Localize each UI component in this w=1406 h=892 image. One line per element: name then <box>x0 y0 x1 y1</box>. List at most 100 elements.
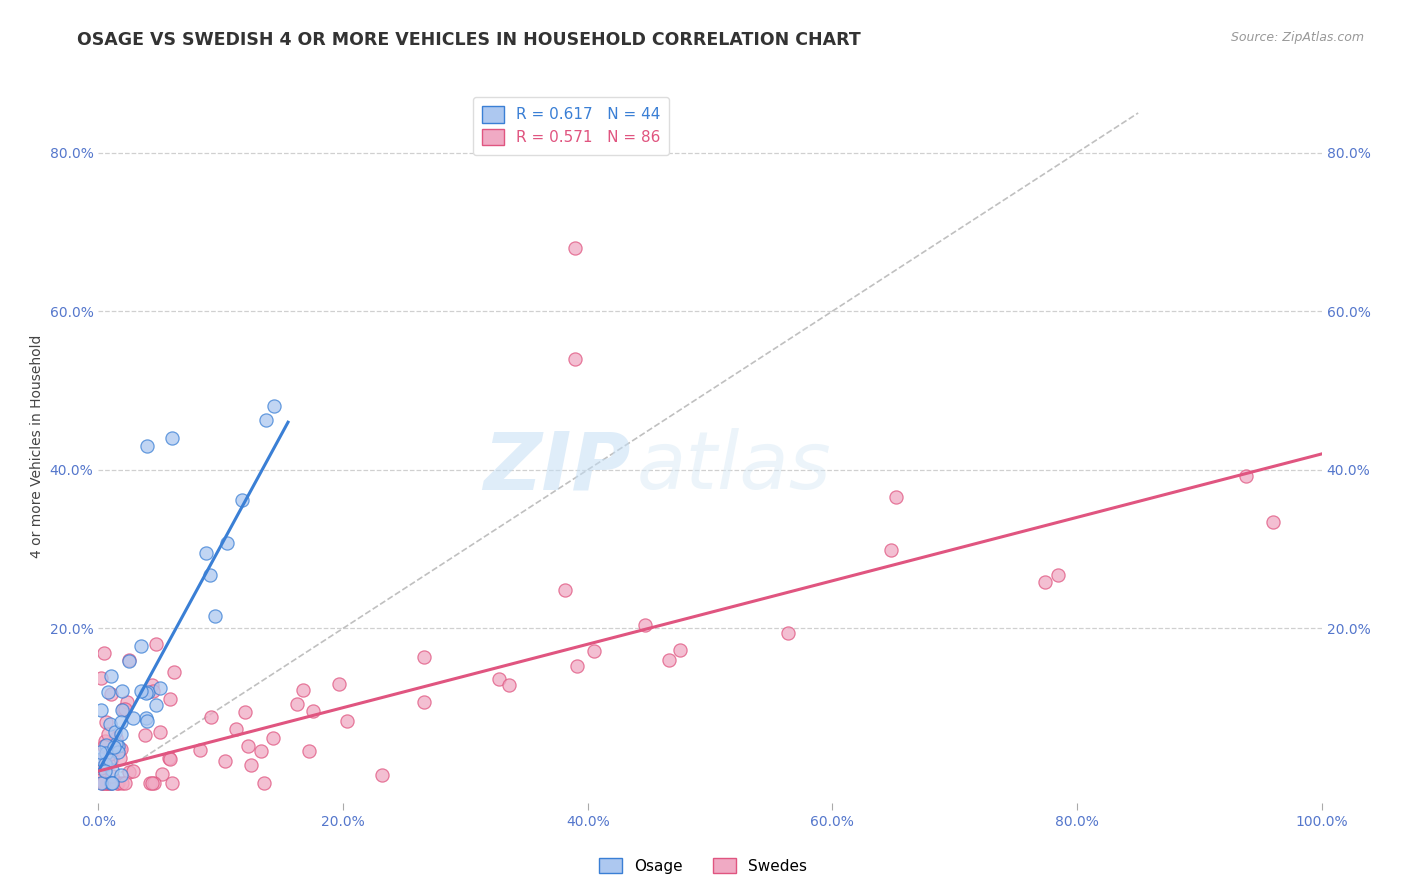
Point <box>110 776 132 790</box>
Point <box>194 546 217 560</box>
Point <box>91 776 114 790</box>
Point <box>129 683 152 698</box>
Point <box>217 536 239 550</box>
Point <box>554 582 576 597</box>
Point <box>110 768 132 782</box>
Point <box>1263 516 1285 530</box>
Point <box>100 776 122 790</box>
Point <box>105 731 128 745</box>
Point <box>200 710 222 724</box>
Point <box>117 765 139 780</box>
Point <box>100 747 122 762</box>
Point <box>94 739 117 753</box>
Point <box>90 761 112 775</box>
Point <box>115 695 138 709</box>
Point <box>91 776 114 790</box>
Point <box>90 751 112 765</box>
Point <box>564 241 586 255</box>
Point <box>122 711 145 725</box>
Point <box>292 683 315 698</box>
Point <box>114 702 136 716</box>
Point <box>94 734 117 748</box>
Point <box>254 412 277 426</box>
Point <box>138 685 160 699</box>
Point <box>200 568 222 582</box>
Point <box>93 647 115 661</box>
Point <box>141 776 163 790</box>
Point <box>101 763 124 777</box>
Point <box>118 653 141 667</box>
Point <box>94 714 117 729</box>
Point <box>97 726 120 740</box>
Point <box>214 754 236 768</box>
Point <box>138 776 160 790</box>
Point <box>778 625 800 640</box>
Point <box>236 739 259 753</box>
Point <box>121 764 143 778</box>
Point <box>93 739 115 753</box>
Point <box>135 686 157 700</box>
Point <box>239 758 262 772</box>
Point <box>105 737 128 751</box>
Point <box>253 776 276 790</box>
Point <box>412 695 434 709</box>
Point <box>110 742 132 756</box>
Point <box>298 744 321 758</box>
Text: ZIP: ZIP <box>484 428 630 507</box>
Point <box>142 683 165 698</box>
Y-axis label: 4 or more Vehicles in Household: 4 or more Vehicles in Household <box>30 334 44 558</box>
Point <box>110 715 132 730</box>
Point <box>108 750 131 764</box>
Point <box>285 697 308 711</box>
Point <box>93 748 115 763</box>
Point <box>141 678 163 692</box>
Point <box>103 739 125 754</box>
Point <box>111 703 134 717</box>
Point <box>160 431 183 445</box>
Point <box>118 654 141 668</box>
Point <box>157 751 180 765</box>
Point <box>634 618 657 632</box>
Point <box>100 669 122 683</box>
Point <box>108 741 131 756</box>
Point <box>97 685 120 699</box>
Point <box>488 673 510 687</box>
Point <box>136 439 159 453</box>
Point <box>101 776 124 790</box>
Point <box>1234 469 1257 483</box>
Point <box>135 714 157 728</box>
Point <box>884 490 907 504</box>
Point <box>93 757 115 772</box>
Text: atlas: atlas <box>637 428 831 507</box>
Point <box>134 728 156 742</box>
Point <box>98 716 121 731</box>
Point <box>301 704 323 718</box>
Point <box>89 745 111 759</box>
Point <box>96 776 118 790</box>
Point <box>105 776 128 790</box>
Point <box>204 608 226 623</box>
Point <box>250 744 273 758</box>
Point <box>110 727 132 741</box>
Point <box>149 681 172 696</box>
Point <box>94 758 117 772</box>
Point <box>225 723 247 737</box>
Point <box>96 747 118 761</box>
Point <box>91 772 114 786</box>
Point <box>107 739 129 754</box>
Point <box>233 705 256 719</box>
Text: OSAGE VS SWEDISH 4 OR MORE VEHICLES IN HOUSEHOLD CORRELATION CHART: OSAGE VS SWEDISH 4 OR MORE VEHICLES IN H… <box>77 31 860 49</box>
Point <box>145 637 167 651</box>
Point <box>90 703 112 717</box>
Point <box>97 776 120 790</box>
Point <box>93 776 115 790</box>
Point <box>114 775 136 789</box>
Point <box>101 769 124 783</box>
Point <box>231 493 253 508</box>
Point <box>90 776 112 790</box>
Point <box>107 776 129 790</box>
Point <box>498 677 520 691</box>
Point <box>1047 568 1070 582</box>
Point <box>101 751 124 765</box>
Point <box>669 642 692 657</box>
